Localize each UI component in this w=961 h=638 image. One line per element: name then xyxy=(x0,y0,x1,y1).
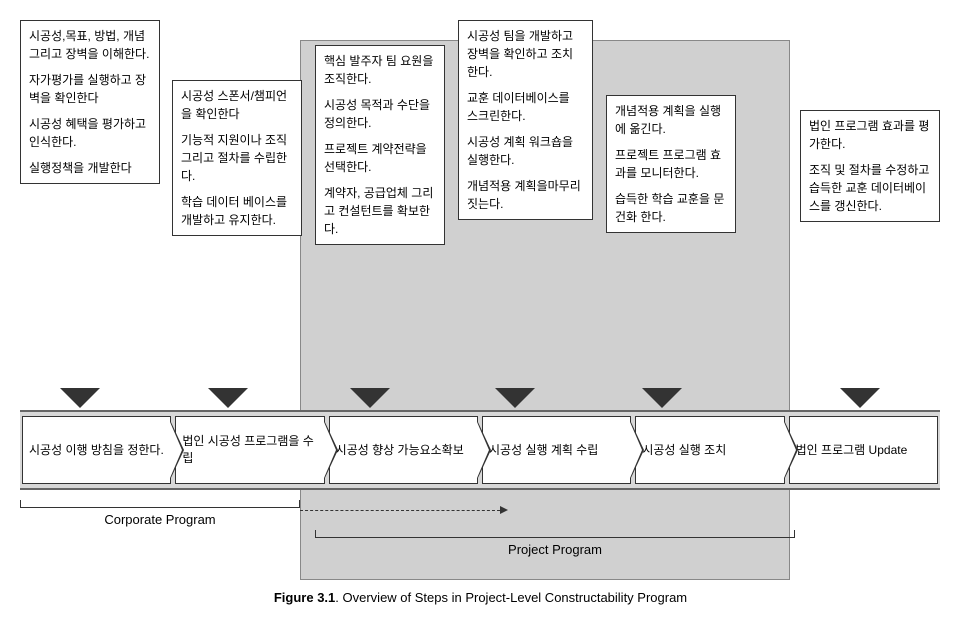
bracket-label: Project Program xyxy=(315,542,795,557)
timeline-step-2: 법인 시공성 프로그램을 수립 xyxy=(175,416,324,484)
step-label: 시공성 이행 방침을 정한다. xyxy=(29,442,164,459)
down-arrow-icon xyxy=(495,388,535,408)
timeline-step-6: 법인 프로그램 Update xyxy=(789,416,938,484)
activities-box-5: 개념적용 계획을 실행에 옮긴다. 프로젝트 프로그램 효과를 모니터한다. 습득한… xyxy=(606,95,736,233)
timeline: 시공성 이행 방침을 정한다. 법인 시공성 프로그램을 수립 시공성 향상 가능요… xyxy=(20,410,940,490)
timeline-step-1: 시공성 이행 방침을 정한다. xyxy=(22,416,171,484)
step-label: 시공성 실행 계획 수립 xyxy=(489,442,598,459)
activity-text: 기능적 지원이나 조직 그리고 절차를 수립한다. xyxy=(181,131,293,185)
activities-box-3: 핵심 발주자 팀 요원을 조직한다. 시공성 목적과 수단을 정의한다. 프로젝트 … xyxy=(315,45,445,245)
activity-text: 시공성 스폰서/챔피언을 확인한다 xyxy=(181,87,293,123)
down-arrow-icon xyxy=(60,388,100,408)
figure-caption: Figure 3.1. Overview of Steps in Project… xyxy=(10,590,951,605)
activities-box-2: 시공성 스폰서/챔피언을 확인한다기능적 지원이나 조직 그리고 절차를 수립한… xyxy=(172,80,302,236)
activity-text: 조직 및 절차를 수정하고 습득한 교훈 데이터베이스를 갱신한다. xyxy=(809,161,931,215)
activity-text: 법인 프로그램 효과를 평가한다. xyxy=(809,117,931,153)
step-label: 시공성 향상 가능요소확보 xyxy=(336,442,464,459)
activity-text: 학습 데이터 베이스를 개발하고 유지한다. xyxy=(181,193,293,229)
down-arrow-icon xyxy=(350,388,390,408)
activities-box-1: 시공성,목표, 방법, 개념 그리고 장벽을 이해한다. 자가평가를 실행하고 장… xyxy=(20,20,160,184)
activity-text: 프로젝트 계약전략을 선택한다. xyxy=(324,140,436,176)
step-label: 법인 프로그램 Update xyxy=(796,442,908,459)
activity-text: 핵심 발주자 팀 요원을 조직한다. xyxy=(324,52,436,88)
activity-text: 시공성 계획 워크숍을 실행한다. xyxy=(467,133,584,169)
activities-box-4: 시공성 팀을 개발하고 장벽을 확인하고 조치한다. 교훈 데이터베이스를 스크린… xyxy=(458,20,593,220)
activity-text: 프로젝트 프로그램 효과를 모니터한다. xyxy=(615,146,727,182)
activity-text: 시공성 목적과 수단을 정의한다. xyxy=(324,96,436,132)
activity-text: 자가평가를 실행하고 장벽을 확인한다 xyxy=(29,71,151,107)
arrowhead-icon xyxy=(500,506,508,514)
activity-text: 개념적용 계획을마무리 짓는다. xyxy=(467,177,584,213)
timeline-step-5: 시공성 실행 조치 xyxy=(635,416,784,484)
activity-text: 개념적용 계획을 실행에 옮긴다. xyxy=(615,102,727,138)
activity-text: 시공성 팀을 개발하고 장벽을 확인하고 조치한다. xyxy=(467,27,584,81)
bracket-label: Corporate Program xyxy=(20,512,300,527)
bracket-corporate: Corporate Program xyxy=(20,500,300,527)
timeline-step-4: 시공성 실행 계획 수립 xyxy=(482,416,631,484)
activities-box-6: 법인 프로그램 효과를 평가한다. 조직 및 절차를 수정하고 습득한 교훈 데이… xyxy=(800,110,940,222)
activity-text: 교훈 데이터베이스를 스크린한다. xyxy=(467,89,584,125)
activity-text: 실행정책을 개발한다 xyxy=(29,159,151,177)
activity-text: 시공성,목표, 방법, 개념 그리고 장벽을 이해한다. xyxy=(29,27,151,63)
timeline-step-3: 시공성 향상 가능요소확보 xyxy=(329,416,478,484)
step-label: 법인 시공성 프로그램을 수립 xyxy=(182,433,317,467)
down-arrow-icon xyxy=(642,388,682,408)
activity-text: 습득한 학습 교훈을 문건화 한다. xyxy=(615,190,727,226)
down-arrow-icon xyxy=(208,388,248,408)
dashed-arrow xyxy=(300,510,500,511)
activity-text: 계약자, 공급업체 그리고 컨설턴트를 확보한다. xyxy=(324,184,436,238)
step-label: 시공성 실행 조치 xyxy=(642,442,726,459)
bracket-project: Project Program xyxy=(315,530,795,557)
down-arrow-icon xyxy=(840,388,880,408)
activity-text: 시공성 혜택을 평가하고 인식한다. xyxy=(29,115,151,151)
